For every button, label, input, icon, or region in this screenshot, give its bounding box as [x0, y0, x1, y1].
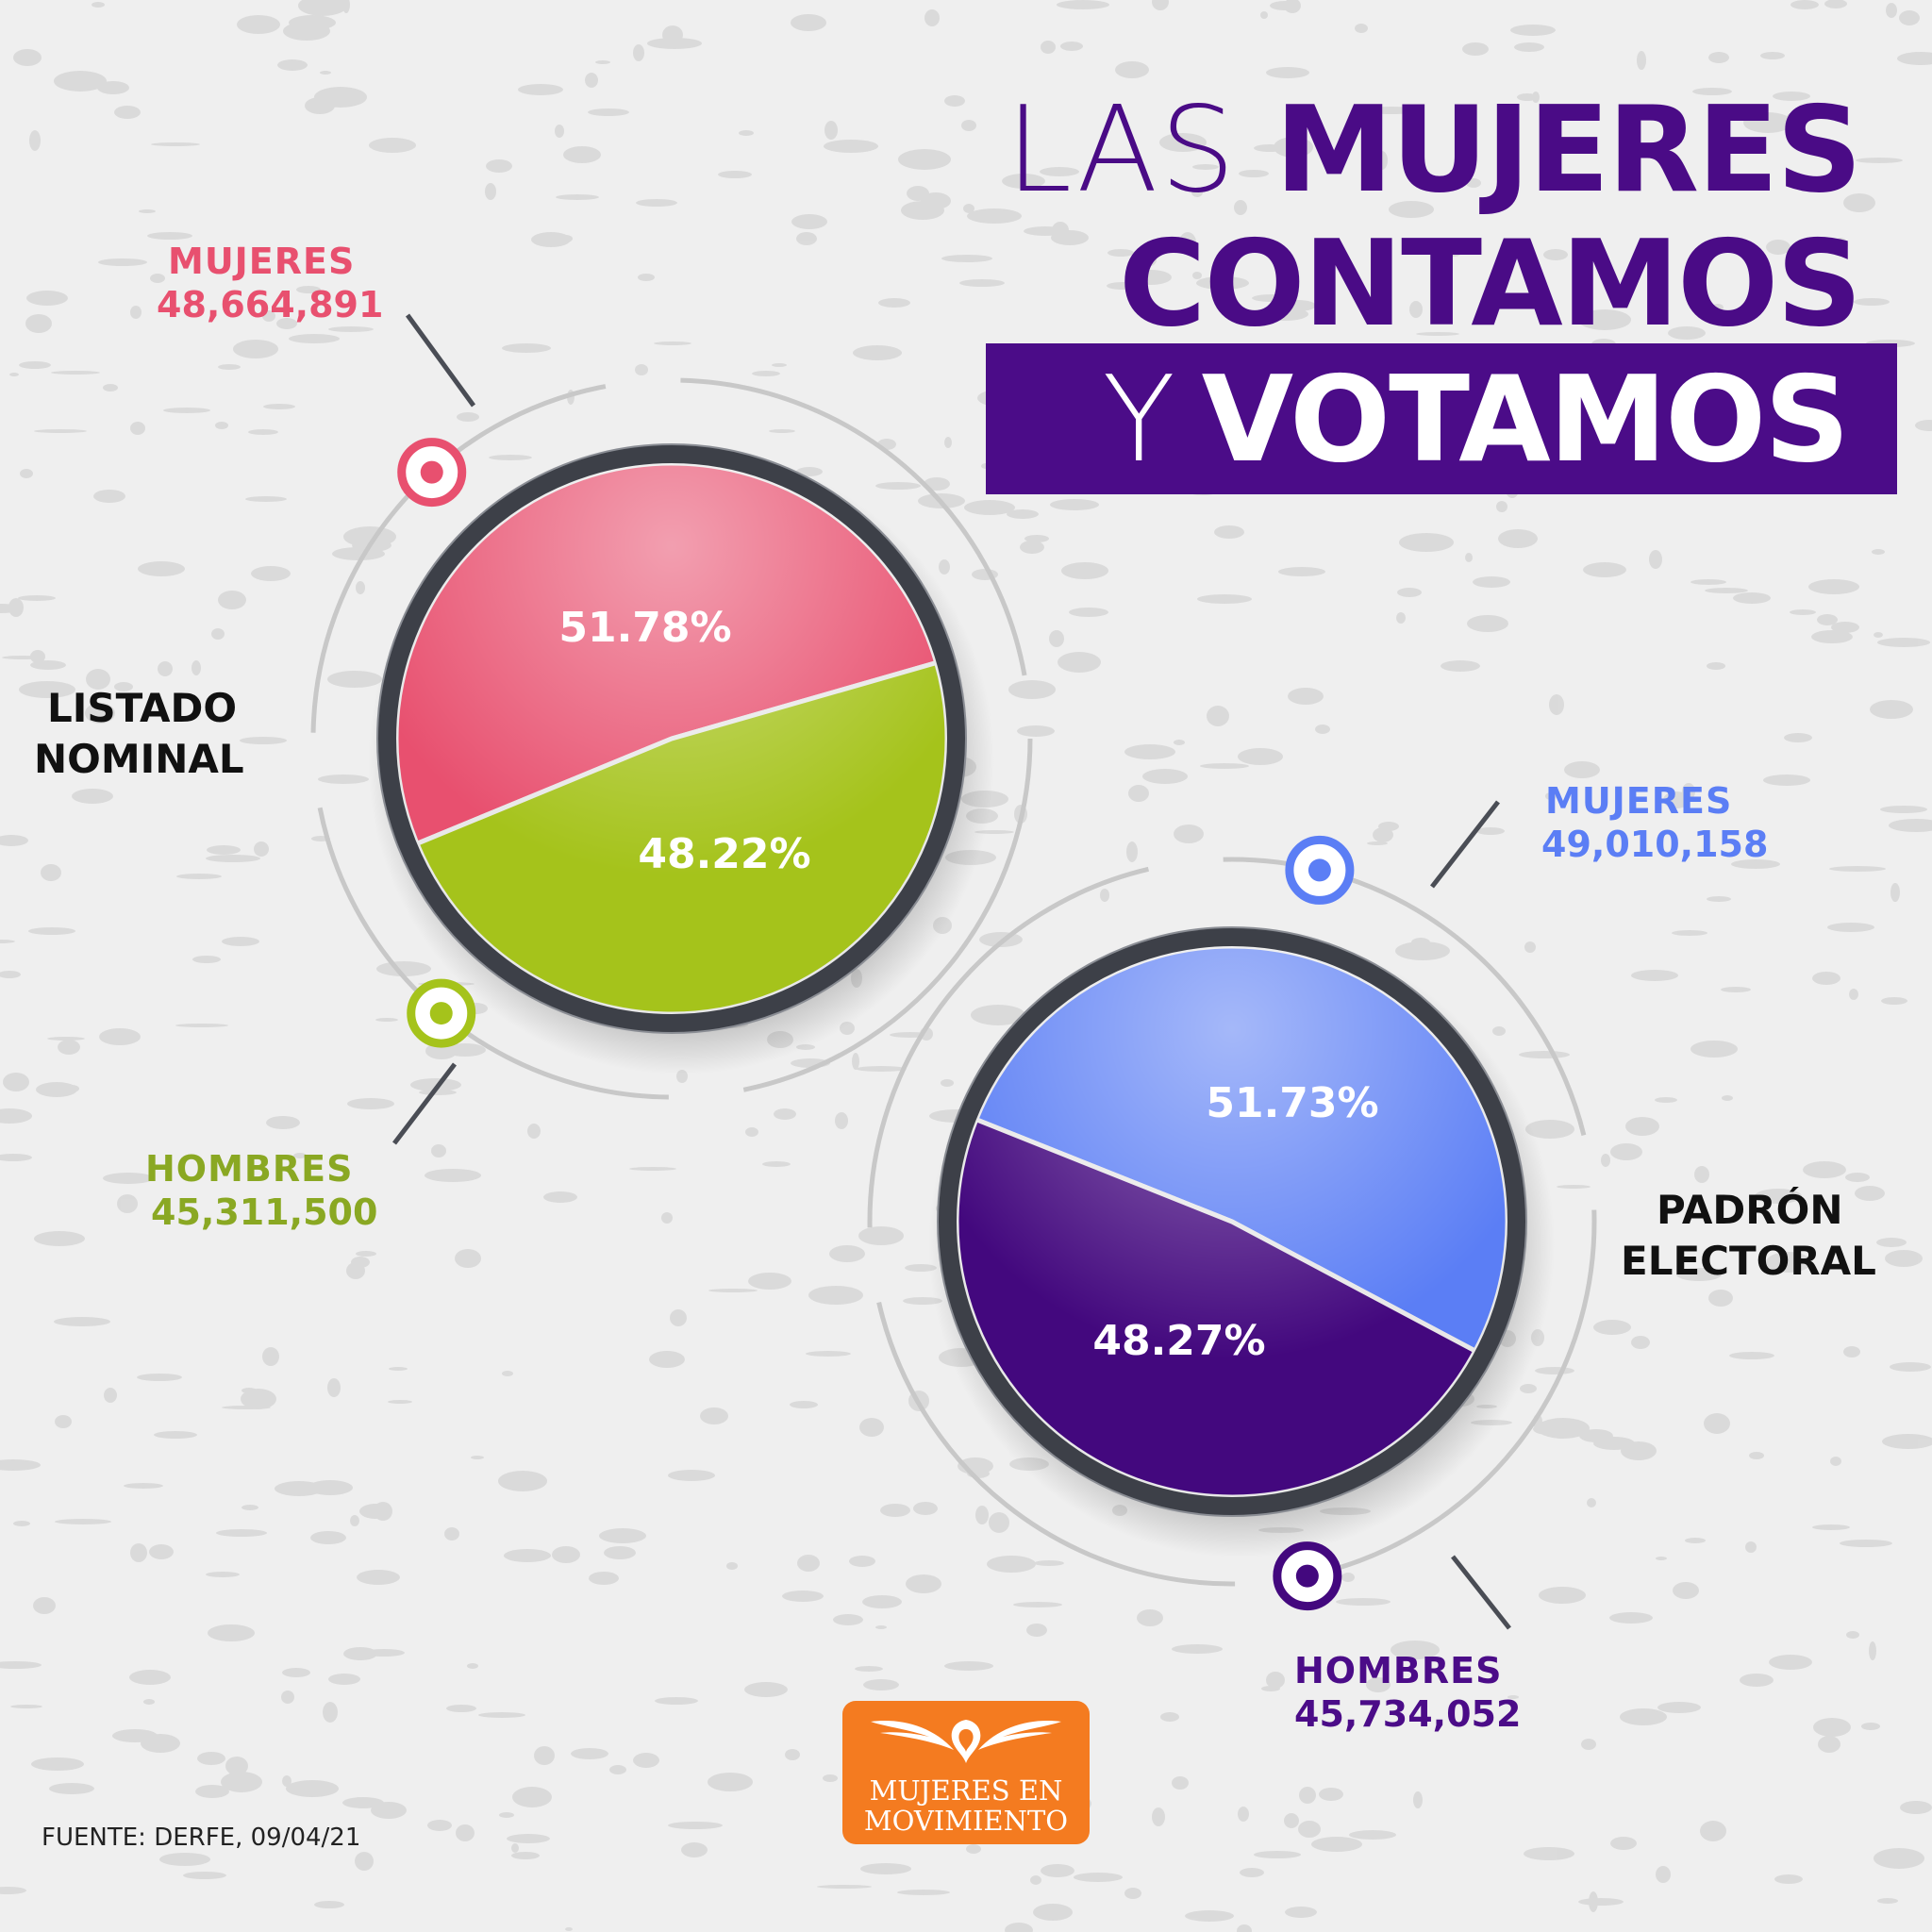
logo-line-1: MUJERES EN: [869, 1774, 1063, 1807]
chart1-leader-mujeres: [405, 313, 476, 408]
chart2-title-line2: ELECTORAL: [1621, 1238, 1876, 1284]
chart1-percent-mujeres: 51.78%: [558, 604, 731, 652]
doves-emblem-icon: [871, 1720, 1061, 1763]
chart2-title-line1: PADRÓN: [1657, 1187, 1843, 1233]
chart2-hombres-count: 45,734,052: [1294, 1693, 1522, 1735]
mujeres-en-movimiento-logo: MUJERES EN MOVIMIENTO: [842, 1701, 1090, 1844]
chart2-leader-mujeres: [1430, 800, 1500, 889]
chart1-bezel: [377, 444, 966, 1033]
title-las: LAS: [1006, 80, 1238, 219]
chart1-hombres-label: HOMBRES: [145, 1148, 354, 1190]
title-mujeres: MUJERES: [1274, 80, 1862, 219]
title-y: Y: [1102, 349, 1175, 489]
title-votamos: VOTAMOS: [1201, 349, 1850, 489]
chart2-bezel-edge: [937, 926, 1527, 1517]
chart2-percent-hombres: 48.27%: [1092, 1317, 1265, 1365]
chart1-percent-hombres: 48.22%: [638, 830, 810, 878]
title-banner: Y VOTAMOS: [986, 343, 1897, 494]
chart2-outer-ring: [867, 857, 1597, 1587]
chart1-marker-dot-hombres: [429, 1002, 453, 1025]
chart2-gloss: [957, 946, 1507, 1497]
chart1-title-line1: LISTADO: [47, 685, 238, 731]
chart2-leader-hombres: [1451, 1555, 1511, 1630]
chart2-percent-mujeres: 51.73%: [1206, 1079, 1378, 1127]
chart1-title-line2: NOMINAL: [34, 736, 244, 782]
chart2-mujeres-count: 49,010,158: [1541, 824, 1769, 865]
chart2-marker-dot-mujeres: [1307, 858, 1331, 882]
chart1-gloss: [396, 463, 947, 1014]
pie-chart-2: 51.73% 48.27%: [867, 800, 1597, 1630]
chart2-hombres-label: HOMBRES: [1294, 1650, 1503, 1691]
chart1-leader-hombres: [392, 1062, 457, 1145]
logo-line-2: MOVIMIENTO: [863, 1804, 1069, 1837]
title-line-1: LAS MUJERES: [1006, 91, 1862, 209]
chart2-marker-dot-hombres: [1295, 1564, 1319, 1588]
pie-chart-1: 51.78% 48.22%: [310, 313, 1033, 1145]
source-note: FUENTE: DERFE, 09/04/21: [42, 1824, 361, 1852]
chart1-marker-dot-mujeres: [420, 460, 443, 484]
chart2-bezel: [938, 927, 1526, 1516]
chart1-bezel-edge: [376, 443, 967, 1034]
chart2-mujeres-label: MUJERES: [1545, 780, 1733, 822]
title-contamos: CONTAMOS: [1119, 214, 1862, 353]
chart1-outer-ring: [310, 377, 1033, 1100]
chart1-mujeres-count: 48,664,891: [157, 284, 384, 325]
chart1-mujeres-label: MUJERES: [168, 241, 356, 282]
chart1-hombres-count: 45,311,500: [151, 1191, 378, 1233]
